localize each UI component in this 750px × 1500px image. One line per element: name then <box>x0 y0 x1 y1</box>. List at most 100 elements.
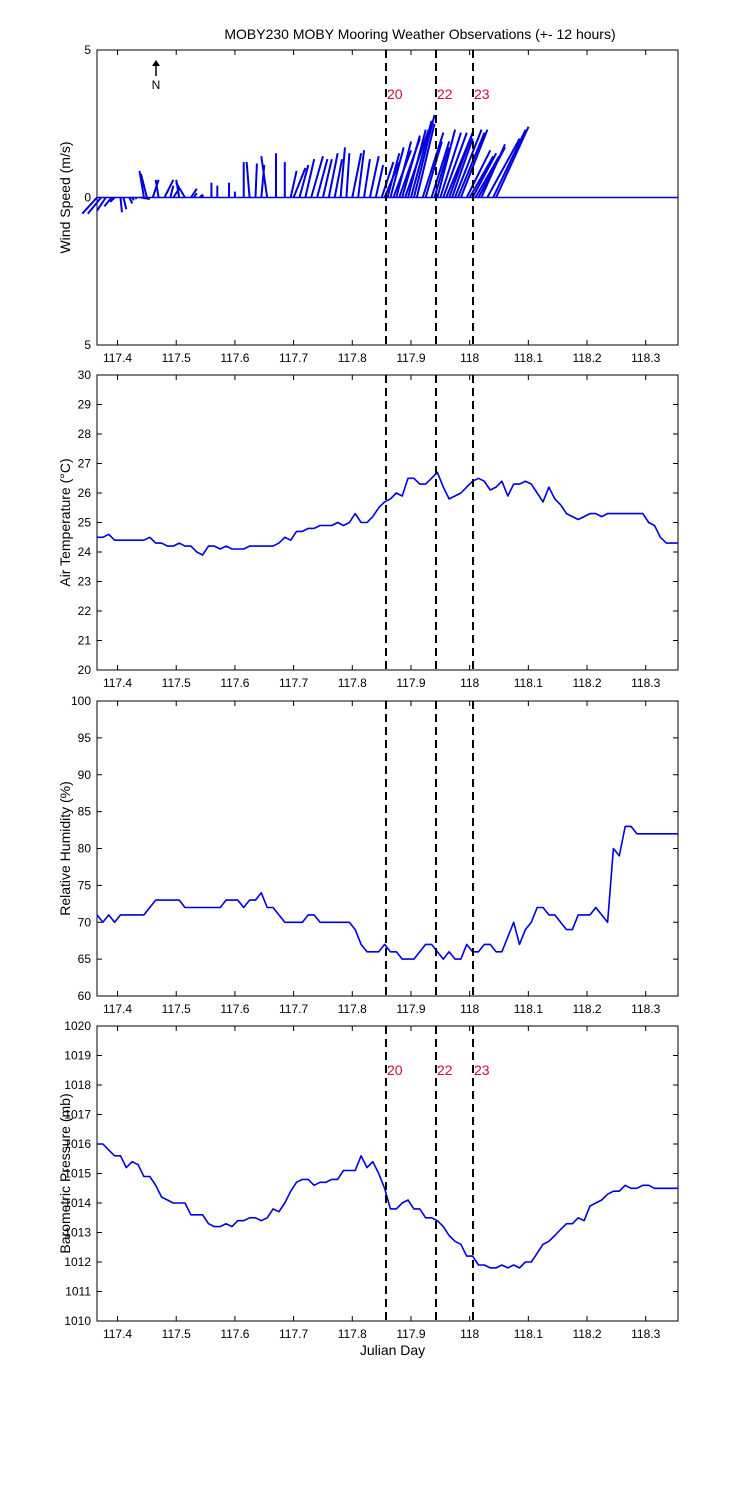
x-tick-label: 118.2 <box>572 351 601 365</box>
y-tick-label: 24 <box>78 545 92 559</box>
y-tick-label: 20 <box>78 663 92 677</box>
y-tick-label: 1012 <box>64 1255 91 1269</box>
x-tick-label: 117.6 <box>220 676 249 690</box>
x-tick-label: 118.3 <box>631 1327 660 1341</box>
wind-stick <box>492 129 527 198</box>
wind-stick <box>345 153 351 198</box>
wind-stick <box>245 162 251 198</box>
event-label: 23 <box>474 1062 490 1078</box>
y-tick-label: 90 <box>78 768 92 782</box>
wind-speed-panel: 5 0 5 117.4 117.5 117.6 117.7 117.8 117.9 118 118.… <box>57 43 679 365</box>
x-tick-label: 117.5 <box>162 676 191 690</box>
figure-title: MOBY230 MOBY Mooring Weather Observation… <box>224 26 615 42</box>
wind-stick <box>374 164 385 198</box>
wind-stick <box>140 196 151 200</box>
y-tick-label: 1015 <box>64 1167 91 1181</box>
x-tick-label: 117.9 <box>396 1327 425 1341</box>
event-label: 23 <box>474 86 490 102</box>
wind-stick <box>351 153 363 198</box>
wind-stick <box>163 179 175 198</box>
y-axis-label: Relative Humidity (%) <box>57 781 73 916</box>
x-tick-label: 118.3 <box>631 351 660 365</box>
x-tick-label: 117.5 <box>162 351 191 365</box>
x-tick-label: 117.4 <box>103 1327 132 1341</box>
wind-stick <box>459 129 489 198</box>
y-tick-label: 1019 <box>64 1049 91 1063</box>
x-tick-label: 117.4 <box>103 676 132 690</box>
wind-stick <box>395 141 413 198</box>
y-tick-label: 29 <box>78 398 92 412</box>
x-tick-label: 117.5 <box>162 1002 191 1016</box>
x-tick-label: 118.1 <box>514 676 543 690</box>
wind-stick <box>289 170 298 198</box>
y-tick-label: 1011 <box>65 1285 91 1299</box>
y-tick-label: 5 <box>84 338 91 352</box>
y-tick-label: 5 <box>84 43 91 57</box>
x-tick-label: 118.1 <box>514 1327 543 1341</box>
x-tick-label: 118 <box>460 1327 479 1341</box>
x-tick-label: 117.8 <box>338 676 367 690</box>
x-tick-label: 117.4 <box>103 351 132 365</box>
wind-stick <box>424 141 443 198</box>
x-tick-label: 117.7 <box>279 351 308 365</box>
wind-stick <box>109 196 116 203</box>
x-tick-label: 117.4 <box>103 1002 132 1016</box>
x-tick-label: 118 <box>460 1002 479 1016</box>
x-tick-label: 118.1 <box>514 351 543 365</box>
x-tick-label: 117.6 <box>220 1327 249 1341</box>
wind-stick <box>495 126 530 198</box>
y-tick-label: 1018 <box>64 1078 91 1092</box>
wind-stick <box>412 114 436 198</box>
wind-stick <box>421 132 445 198</box>
x-tick-label: 118.1 <box>514 1002 543 1016</box>
wind-stick <box>169 185 175 198</box>
y-tick-label: 1013 <box>64 1226 91 1240</box>
wind-stick <box>448 132 474 198</box>
wind-stick <box>333 158 344 198</box>
x-tick-label: 117.8 <box>338 1002 367 1016</box>
y-tick-label: 75 <box>78 878 92 892</box>
wind-stick <box>456 132 486 198</box>
wind-stick <box>486 138 521 198</box>
wind-stick <box>436 129 457 198</box>
wind-stick <box>131 197 135 201</box>
y-tick-label: 25 <box>78 516 92 530</box>
x-tick-label: 117.7 <box>279 1327 308 1341</box>
y-tick-label: 28 <box>78 427 92 441</box>
wind-stick <box>316 158 329 198</box>
event-label: 22 <box>437 1062 453 1078</box>
x-tick-label: 117.8 <box>338 1327 367 1341</box>
x-tick-label: 117.6 <box>220 1002 249 1016</box>
y-tick-label: 23 <box>78 575 92 589</box>
x-tick-label: 118 <box>460 676 479 690</box>
relative-humidity-panel: 60 65 70 75 80 85 90 95 100 117.4 117.5 117.6 117.7 1… <box>57 694 679 1016</box>
y-tick-label: 65 <box>78 952 92 966</box>
x-tick-label: 117.8 <box>338 351 367 365</box>
event-label: 20 <box>387 86 403 102</box>
wind-stick <box>151 179 160 198</box>
wind-stick <box>122 197 128 210</box>
y-tick-label: 80 <box>78 842 92 856</box>
wind-stick <box>471 152 498 198</box>
x-tick-label: 118.2 <box>572 676 601 690</box>
x-tick-label: 117.5 <box>162 1327 191 1341</box>
data-line <box>97 1143 678 1269</box>
air-temperature-panel: 20 21 22 23 24 25 26 27 28 29 30 117.4 117.5 117.6 117… <box>57 368 679 690</box>
wind-stick <box>292 167 307 198</box>
wind-stick <box>310 155 324 198</box>
x-tick-label: 118.3 <box>631 676 660 690</box>
y-tick-label: 85 <box>78 805 92 819</box>
wind-stick <box>96 196 107 212</box>
y-axis-label: Barometric Pressure (mb) <box>57 1093 73 1253</box>
x-tick-label: 117.6 <box>220 351 249 365</box>
wind-stick <box>119 197 123 213</box>
wind-stick <box>401 135 421 198</box>
x-tick-label: 118 <box>460 351 479 365</box>
wind-stick <box>386 152 401 198</box>
y-tick-label: 1010 <box>64 1314 91 1328</box>
wind-stick <box>465 149 492 198</box>
x-tick-label: 117.7 <box>279 676 308 690</box>
x-tick-label: 117.9 <box>396 1002 425 1016</box>
y-tick-label: 1020 <box>64 1019 91 1033</box>
